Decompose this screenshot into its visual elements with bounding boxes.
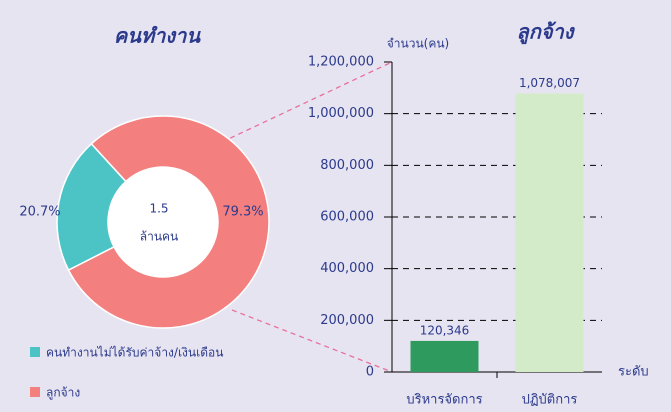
y-tick-label: 0 bbox=[366, 365, 374, 380]
y-tick-label: 800,000 bbox=[320, 158, 374, 173]
bar-title: ลูกจ้าง bbox=[516, 20, 575, 45]
x-axis-label: ระดับ bbox=[618, 365, 649, 380]
center-label: ล้านคน bbox=[140, 230, 179, 244]
pie-title: คนทำงาน bbox=[114, 24, 201, 48]
x-tick-label: บริหารจัดการ bbox=[406, 393, 482, 408]
legend-label: คนทำงานไม่ได้รับค่าจ้าง/เงินเดือน bbox=[46, 346, 223, 360]
y-tick-label: 400,000 bbox=[320, 261, 374, 276]
connector bbox=[221, 61, 393, 143]
legend-swatch bbox=[30, 387, 40, 397]
y-axis-label: จำนวน(คน) bbox=[387, 37, 450, 51]
y-tick-label: 1,200,000 bbox=[308, 55, 374, 70]
y-tick-label: 600,000 bbox=[320, 210, 374, 225]
data-label: 120,346 bbox=[420, 323, 470, 337]
y-tick-label: 200,000 bbox=[320, 313, 374, 328]
slice-label: 79.3% bbox=[222, 205, 263, 220]
center-label: 1.5 bbox=[149, 202, 168, 216]
bar bbox=[515, 93, 584, 372]
legend-swatch bbox=[30, 347, 40, 357]
donut-hole bbox=[108, 167, 218, 277]
x-tick-label: ปฏิบัติการ bbox=[522, 393, 578, 408]
connector bbox=[231, 309, 393, 373]
bar bbox=[410, 340, 479, 372]
y-tick-label: 1,000,000 bbox=[308, 106, 374, 121]
legend-label: ลูกจ้าง bbox=[46, 386, 80, 401]
data-label: 1,078,007 bbox=[519, 76, 580, 90]
slice-label: 20.7% bbox=[19, 205, 60, 220]
